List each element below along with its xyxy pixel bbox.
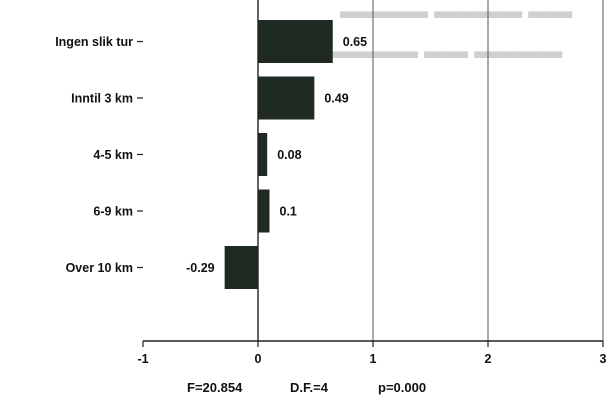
x-axis: -1 0 1 2 3 <box>137 0 607 366</box>
x-tick-label: 0 <box>255 352 262 366</box>
category-label: Inntil 3 km <box>71 92 133 106</box>
bar <box>258 189 270 233</box>
p-value-label: p=0.000 <box>378 380 426 395</box>
x-tick-label: 2 <box>485 352 492 366</box>
category-label: Ingen slik tur <box>55 35 133 49</box>
x-tick-label: 3 <box>600 352 607 366</box>
bars-group <box>224 20 333 289</box>
value-label: 0.49 <box>324 92 348 106</box>
df-label: D.F.=4 <box>290 380 329 395</box>
bar <box>258 20 333 63</box>
bar <box>224 246 258 289</box>
bar <box>258 76 315 120</box>
value-label: -0.29 <box>186 261 215 275</box>
bleed-title-line-2: ▬▬▬▬ ▬▬ ▬▬▬▬ <box>330 38 562 63</box>
f-stat-label: F=20.854 <box>187 380 243 395</box>
value-label: 0.65 <box>343 35 367 49</box>
bar <box>258 133 268 176</box>
x-tick-label: 1 <box>370 352 377 366</box>
gridlines <box>372 0 604 341</box>
category-label: 4-5 km <box>93 148 133 162</box>
bleed-title-line-1: ▬▬▬▬ ▬▬▬▬ ▬▬ <box>340 0 572 23</box>
x-tick-label: -1 <box>137 352 148 366</box>
value-label: 0.1 <box>280 205 297 219</box>
value-labels: 0.65 0.49 0.08 0.1 -0.29 <box>186 35 367 275</box>
category-label: Over 10 km <box>66 261 133 275</box>
category-labels: Ingen slik tur Inntil 3 km 4-5 km 6-9 km Ove… <box>55 35 143 275</box>
category-label: 6-9 km <box>93 205 133 219</box>
value-label: 0.08 <box>277 148 301 162</box>
